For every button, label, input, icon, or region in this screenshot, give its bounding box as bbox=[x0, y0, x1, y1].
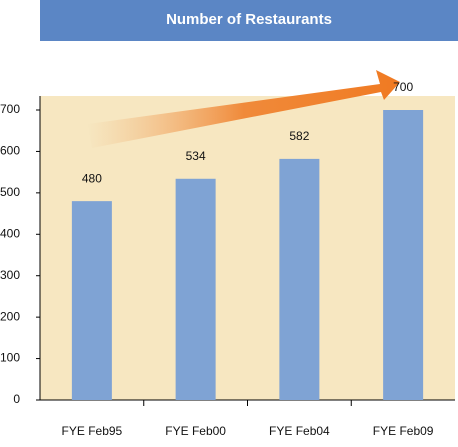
value-label: 534 bbox=[186, 149, 206, 163]
y-tick-label: 0 bbox=[13, 392, 20, 406]
y-tick-label: 100 bbox=[0, 351, 20, 365]
bar bbox=[71, 201, 112, 400]
x-tick-label: FYE Feb00 bbox=[165, 424, 226, 438]
bar bbox=[279, 158, 320, 400]
y-tick-label: 600 bbox=[0, 144, 20, 158]
chart-title: Number of Restaurants bbox=[166, 11, 332, 28]
y-tick-label: 400 bbox=[0, 226, 20, 240]
x-tick-label: FYE Feb04 bbox=[269, 424, 330, 438]
bar bbox=[175, 178, 216, 400]
y-tick-label: 300 bbox=[0, 268, 20, 282]
x-tick-label: FYE Feb95 bbox=[62, 424, 123, 438]
x-tick-label: FYE Feb09 bbox=[373, 424, 434, 438]
value-label: 582 bbox=[289, 129, 309, 143]
y-tick-label: 200 bbox=[0, 309, 20, 323]
growth-arrow bbox=[88, 70, 400, 148]
value-label: 480 bbox=[82, 171, 102, 185]
bar bbox=[383, 110, 424, 400]
title-banner bbox=[40, 0, 458, 41]
y-tick-label: 500 bbox=[0, 185, 20, 199]
y-tick-label: 700 bbox=[0, 102, 20, 116]
value-label: 700 bbox=[393, 80, 413, 94]
